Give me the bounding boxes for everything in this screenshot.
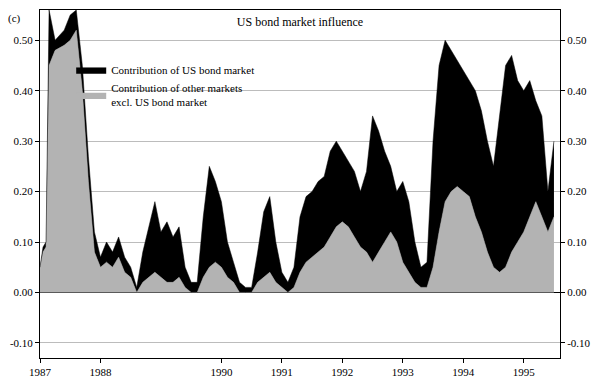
svg-text:1994: 1994 bbox=[452, 366, 475, 378]
svg-text:-0.10: -0.10 bbox=[10, 337, 33, 349]
svg-text:0.20: 0.20 bbox=[567, 185, 587, 197]
svg-text:0.20: 0.20 bbox=[14, 185, 34, 197]
svg-text:0.50: 0.50 bbox=[567, 34, 587, 46]
svg-text:1995: 1995 bbox=[513, 366, 536, 378]
svg-text:1987: 1987 bbox=[29, 366, 52, 378]
svg-text:1988: 1988 bbox=[89, 366, 112, 378]
svg-text:-0.10: -0.10 bbox=[567, 337, 590, 349]
svg-text:0.10: 0.10 bbox=[14, 236, 34, 248]
svg-text:0.40: 0.40 bbox=[14, 85, 34, 97]
svg-text:1993: 1993 bbox=[392, 366, 415, 378]
svg-text:0.30: 0.30 bbox=[567, 135, 587, 147]
svg-text:Contribution of other marketse: Contribution of other marketsexcl. US bo… bbox=[111, 82, 242, 108]
svg-text:1991: 1991 bbox=[271, 366, 293, 378]
svg-text:0.00: 0.00 bbox=[567, 286, 587, 298]
svg-text:US bond market influence: US bond market influence bbox=[237, 15, 363, 29]
svg-text:0.00: 0.00 bbox=[14, 286, 34, 298]
svg-text:0.30: 0.30 bbox=[14, 135, 34, 147]
svg-text:1992: 1992 bbox=[331, 366, 353, 378]
svg-text:1990: 1990 bbox=[210, 366, 233, 378]
svg-text:0.10: 0.10 bbox=[567, 236, 587, 248]
svg-text:0.40: 0.40 bbox=[567, 85, 587, 97]
svg-text:Contribution of US bond market: Contribution of US bond market bbox=[111, 64, 254, 76]
svg-text:0.50: 0.50 bbox=[14, 34, 34, 46]
svg-text:(c): (c) bbox=[8, 12, 21, 25]
